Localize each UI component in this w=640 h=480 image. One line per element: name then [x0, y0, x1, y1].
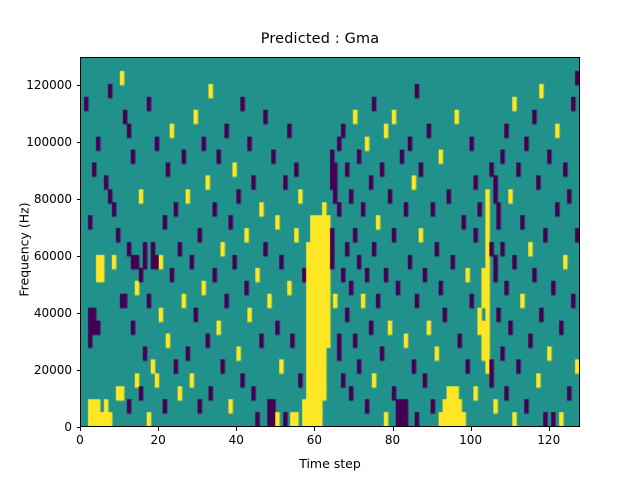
x-tick-mark [80, 427, 81, 431]
y-axis-label: Frequency (Hz) [16, 202, 32, 297]
x-tick-label: 100 [459, 433, 483, 447]
y-tick-mark [76, 142, 80, 144]
x-tick-label: 120 [537, 433, 561, 447]
x-tick-label: 80 [384, 433, 401, 447]
x-tick-label: 20 [150, 433, 166, 447]
y-tick-mark [76, 199, 80, 201]
x-tick-label: 60 [306, 433, 323, 447]
x-tick-mark [548, 427, 550, 431]
y-tick-label: 0 [64, 420, 72, 434]
x-tick-label: 0 [76, 433, 84, 447]
y-tick-mark [76, 85, 80, 87]
y-tick-label: 120000 [26, 78, 72, 93]
x-tick-mark [158, 427, 160, 431]
y-tick-mark [76, 427, 80, 428]
y-tick-label: 100000 [26, 135, 72, 150]
y-tick-label: 60000 [33, 249, 72, 264]
x-tick-label: 40 [228, 433, 244, 447]
heatmap-axes [80, 57, 580, 427]
y-tick-mark [76, 313, 80, 315]
y-tick-mark [76, 370, 80, 372]
y-tick-mark [76, 256, 80, 258]
y-tick-label: 20000 [33, 363, 72, 378]
x-axis-label: Time step [299, 456, 361, 471]
x-tick-mark [236, 427, 238, 431]
x-tick-mark [314, 427, 316, 431]
x-tick-mark [392, 427, 394, 431]
x-tick-mark [470, 427, 472, 431]
y-tick-label: 40000 [33, 306, 72, 321]
y-tick-label: 80000 [33, 192, 72, 207]
heatmap-image [81, 58, 579, 426]
chart-title: Predicted : Gma [260, 31, 380, 47]
